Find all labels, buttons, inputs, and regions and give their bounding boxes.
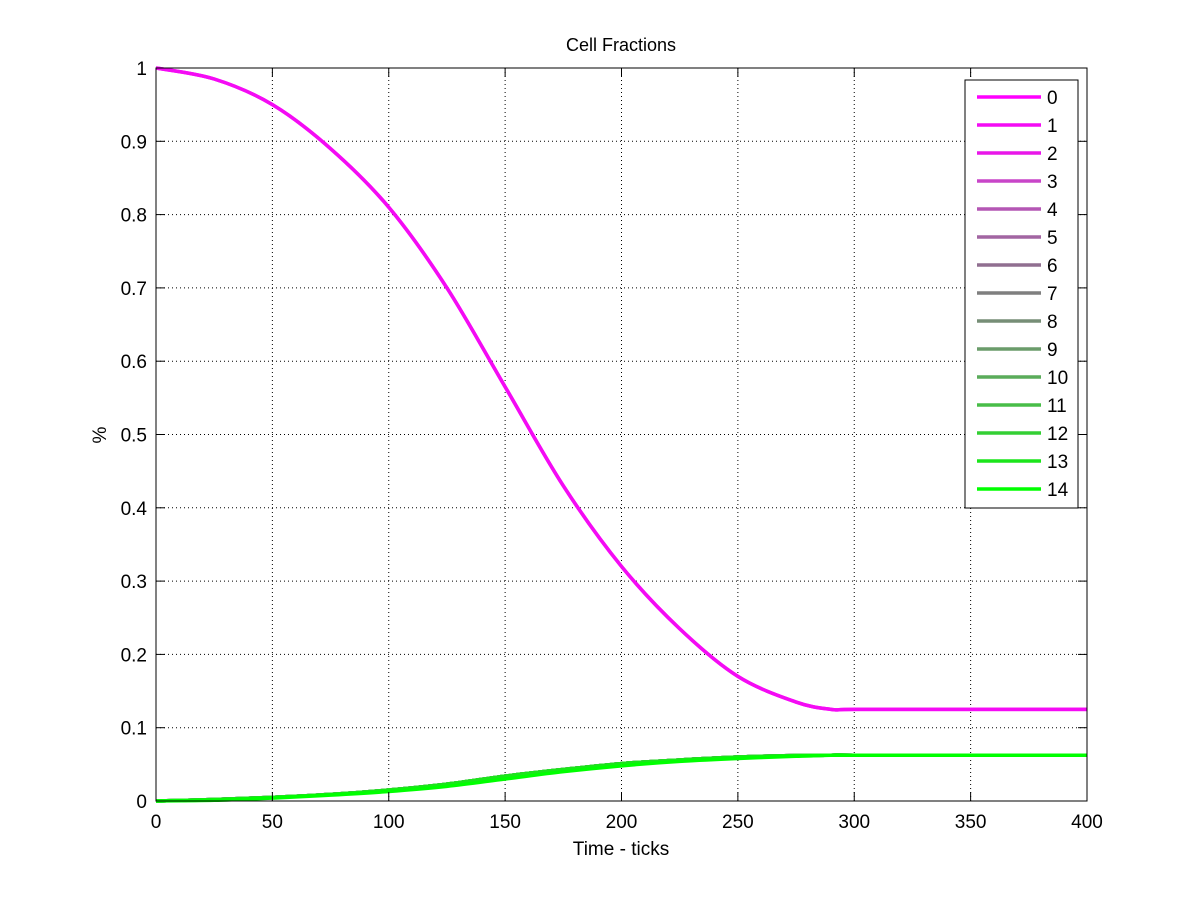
axis-ticks: 0 50 100 150 200 250 300 350 40000.10.20.30.40.5… [121,59,1103,833]
x-tick-label: 400 [1071,812,1103,833]
legend-label-5: 5 [1047,228,1058,249]
legend-label-2: 2 [1047,144,1058,165]
series-line-1 [155,66,1087,712]
x-tick-label: 150 [489,812,521,833]
x-tick-label: 350 [955,812,987,833]
legend-label-6: 6 [1047,256,1058,277]
legend-label-10: 10 [1047,368,1068,389]
legend-label-14: 14 [1047,480,1069,501]
legend-label-1: 1 [1047,116,1058,137]
x-tick-label: 0 [151,812,162,833]
y-tick-label: 0.9 [121,132,147,153]
x-tick-label: 200 [606,812,638,833]
y-tick-label: 0.6 [121,352,147,373]
legend-label-8: 8 [1047,312,1058,333]
x-tick-label: 50 [262,812,283,833]
series-line-14 [155,753,1087,803]
y-tick-label: 1 [136,59,147,80]
legend-label-13: 13 [1047,452,1068,473]
y-tick-label: 0.4 [121,499,148,520]
legend-label-0: 0 [1047,88,1058,109]
x-axis-label: Time - ticks [573,839,669,860]
x-tick-label: 100 [373,812,405,833]
x-tick-label: 300 [838,812,870,833]
y-tick-label: 0.8 [121,206,147,227]
y-tick-label: 0 [136,792,147,813]
y-tick-label: 0.5 [121,426,147,447]
y-axis-label: % [90,426,111,443]
legend-label-9: 9 [1047,340,1058,361]
series-lines [155,66,1087,803]
legend-label-3: 3 [1047,172,1058,193]
x-tick-label: 250 [722,812,754,833]
legend-label-11: 11 [1047,396,1067,417]
legend-label-7: 7 [1047,284,1058,305]
y-tick-label: 0.7 [121,279,147,300]
y-tick-label: 0.1 [121,719,147,740]
legend-label-4: 4 [1047,200,1058,221]
legend-label-12: 12 [1047,424,1068,445]
chart-title: Cell Fractions [566,35,676,55]
plot-area [156,68,1087,801]
y-tick-label: 0.2 [121,645,147,666]
y-tick-label: 0.3 [121,572,147,593]
